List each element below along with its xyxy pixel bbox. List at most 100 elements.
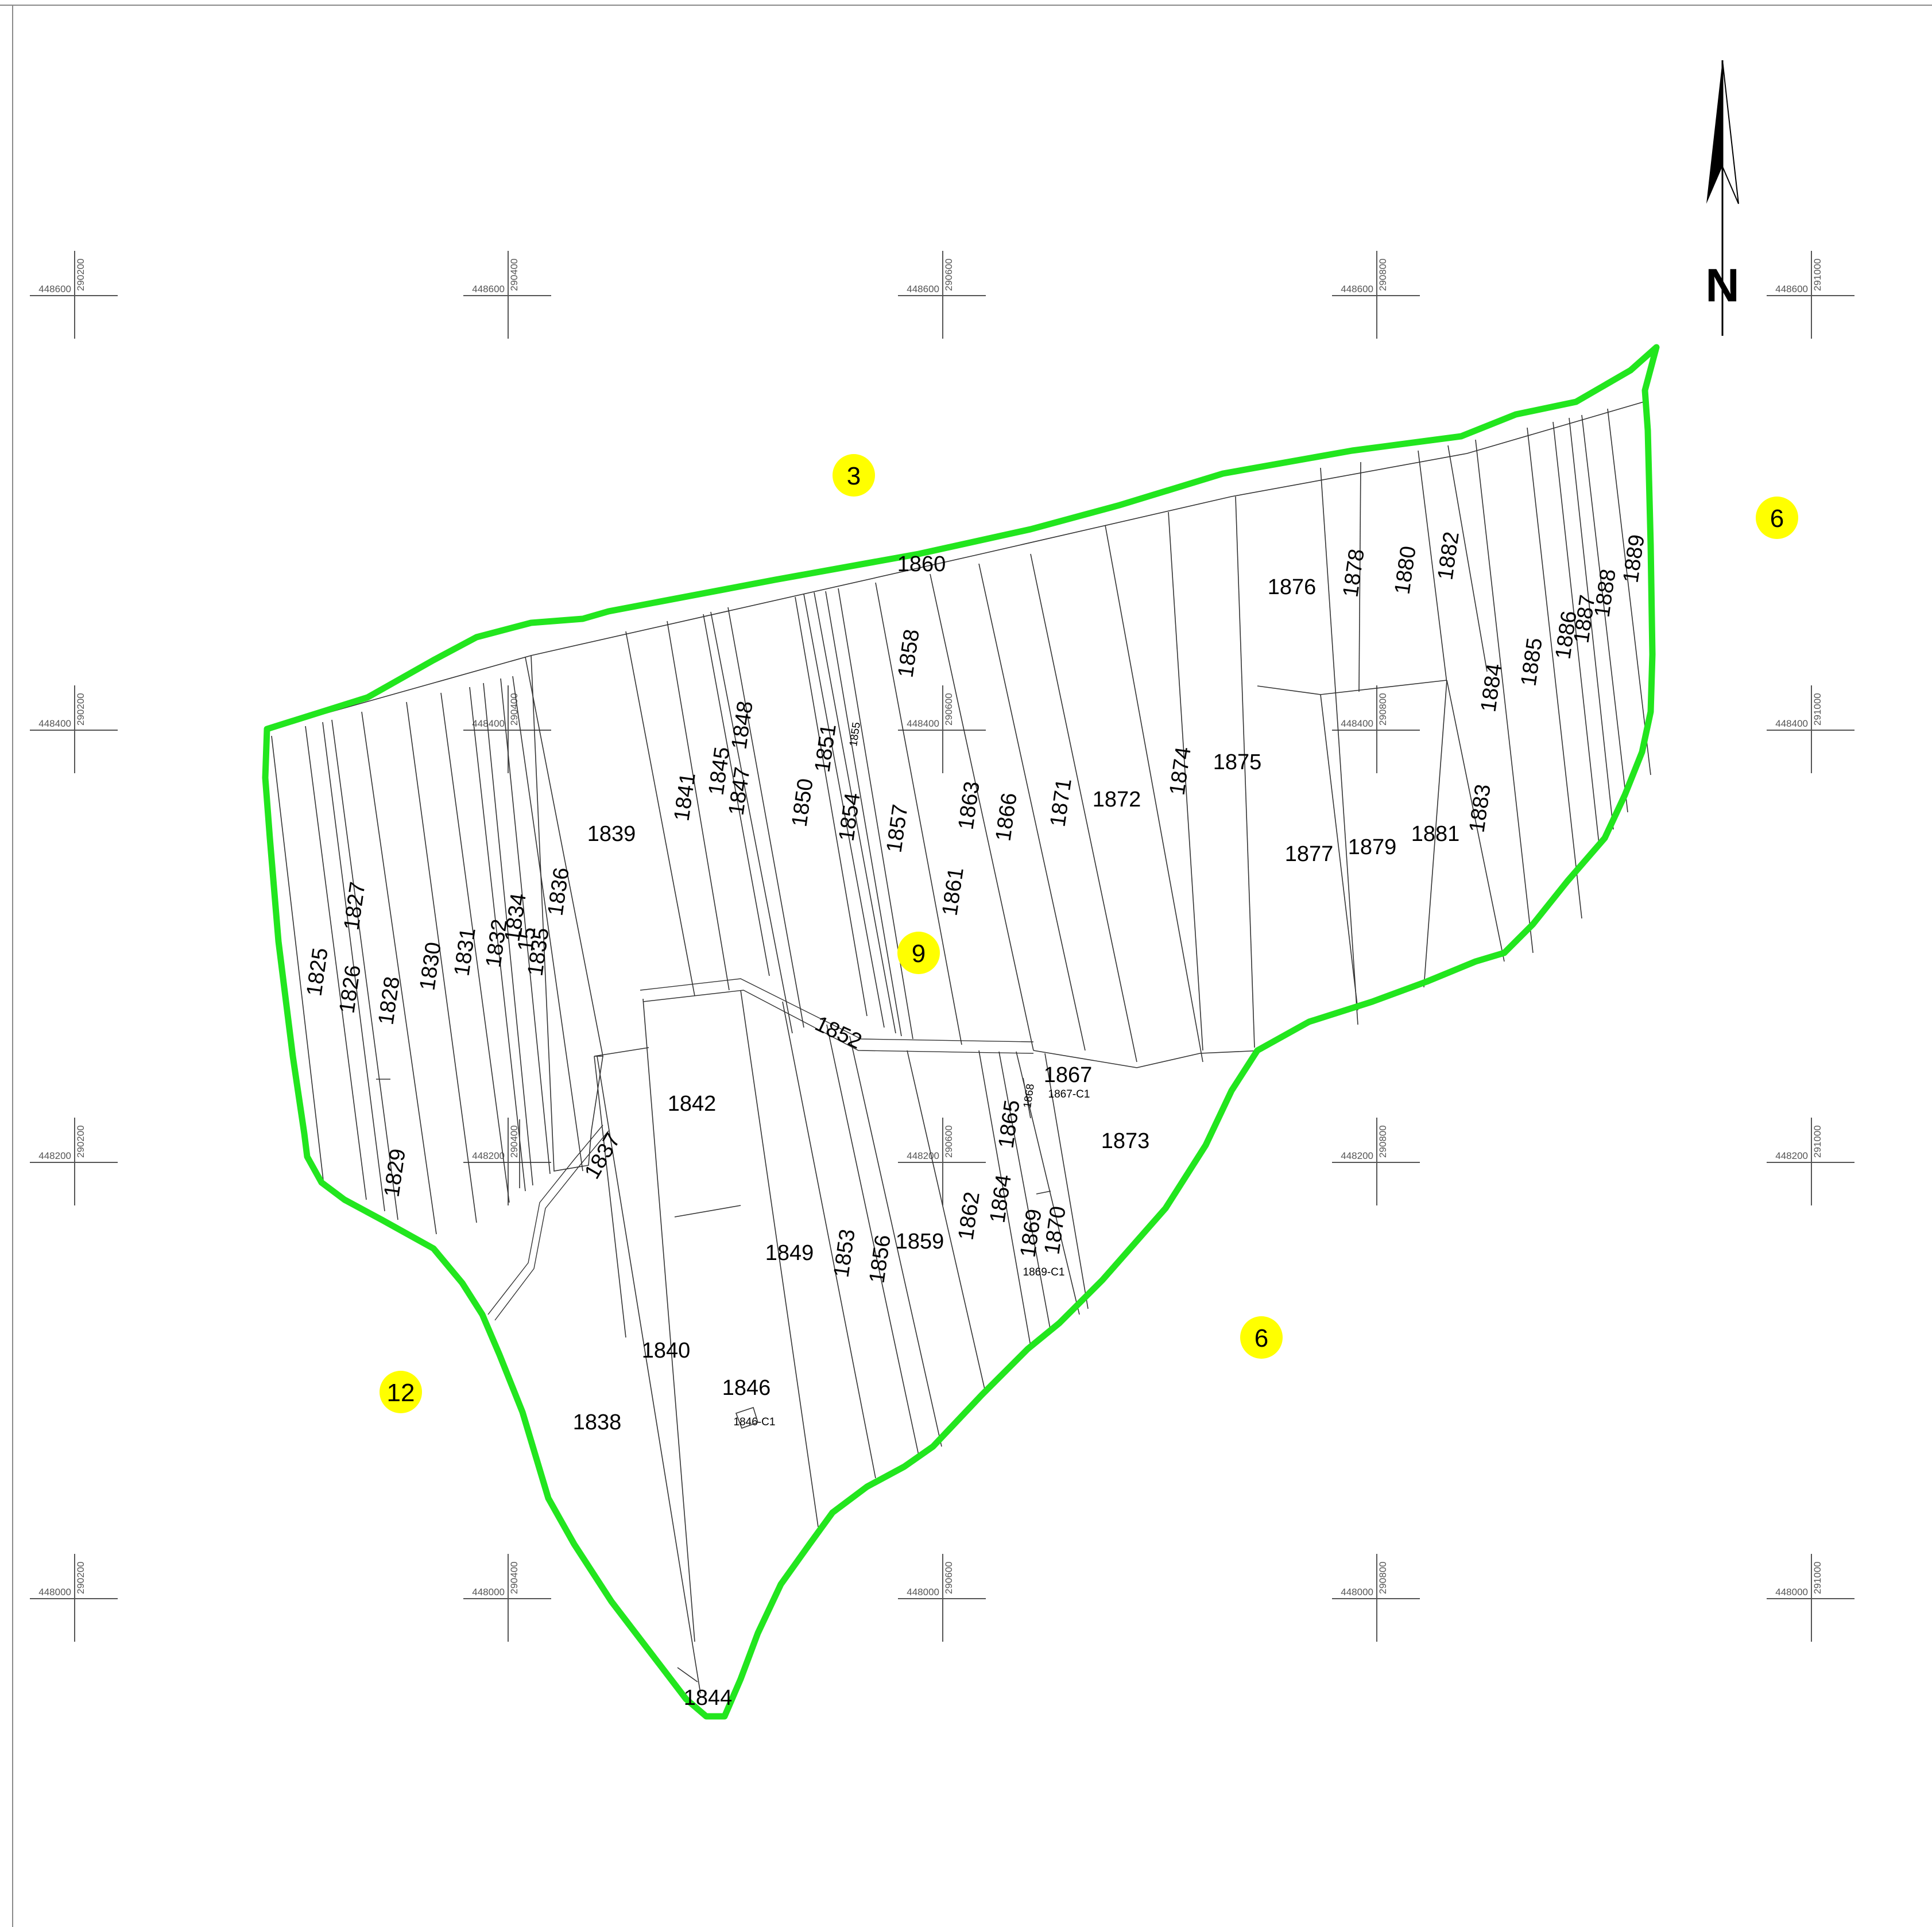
parcel-label: 1863 (954, 780, 984, 832)
grid-y-label: 448600 (472, 284, 505, 294)
sub-parcel-label: 1846-C1 (734, 1416, 776, 1428)
coordinate-grid: 448600 290200 448600 290400 448600 290600 4486… (30, 251, 1854, 1642)
parcel-boundary (406, 701, 477, 1223)
sector-label: 3 (847, 462, 861, 490)
parcel-label: 1871 (1046, 777, 1076, 829)
road-southwest (494, 1130, 609, 1321)
parcel-label: 1881 (1411, 822, 1460, 846)
sector-markers: 3 6 9 12 6 (380, 454, 1798, 1413)
grid-x-label: 290600 (943, 1125, 954, 1158)
parcel-label: 1829 (380, 1147, 410, 1199)
parcel-label: 1872 (1093, 788, 1141, 812)
parcel-group-boundary (262, 344, 1660, 1720)
sub-parcel-label: 1869-C1 (1023, 1266, 1065, 1278)
parcel-boundary (727, 607, 804, 1028)
grid-y-label: 448600 (38, 284, 71, 294)
grid-x-label: 291000 (1812, 258, 1823, 291)
grid-x-label: 290200 (75, 693, 86, 726)
parcel-boundary (978, 1050, 1031, 1347)
parcel-boundary (625, 631, 695, 997)
parcel-boundary (849, 1036, 942, 1447)
parcel-boundary (1030, 553, 1137, 1063)
parcel-boundary (826, 1024, 919, 1456)
parcel-label: 1877 (1285, 842, 1334, 866)
grid-y-label: 448400 (38, 718, 71, 729)
grid-x-label: 290400 (509, 1125, 520, 1158)
parcel-boundary (1446, 680, 1505, 962)
parcel-label: 1879 (1348, 835, 1397, 859)
parcel-boundary (361, 711, 437, 1235)
parcel-label: 1856 (865, 1234, 895, 1285)
parcel-label: 1839 (587, 822, 636, 846)
grid-x-label: 290200 (75, 1561, 86, 1594)
parcel-label: 1858 (893, 628, 924, 680)
parcel-boundary (1358, 462, 1361, 692)
grid-y-label: 448600 (1775, 284, 1808, 294)
sector-marker (1240, 1316, 1283, 1359)
parcel-boundary (875, 582, 962, 1045)
sub-parcel-label: 1867-C1 (1048, 1088, 1090, 1100)
parcel-label: 1825 (302, 947, 332, 998)
parcel-label: 1884 (1476, 662, 1507, 714)
grid-y-label: 448200 (472, 1150, 505, 1161)
parcel-label: 1848 (727, 700, 757, 751)
parcel-boundary (677, 1667, 698, 1682)
parcel-label: 1873 (1101, 1129, 1150, 1153)
parcel-boundary (525, 657, 649, 1057)
parcel-label: 1851 (810, 723, 841, 774)
parcel-label: 1865 (994, 1099, 1024, 1150)
parcel-label: 1854 (834, 792, 865, 843)
grid-x-label: 290800 (1377, 258, 1388, 291)
parcel-boundary (1320, 694, 1358, 1011)
parcel-boundary (803, 594, 885, 1028)
grid-y-label: 448000 (1775, 1587, 1808, 1598)
parcel-label: 1888 (1590, 568, 1620, 619)
parcel-boundary (1527, 427, 1582, 919)
parcel-boundary (1105, 525, 1203, 1063)
parcel-boundary (500, 678, 551, 1174)
grid-x-label: 291000 (1812, 1125, 1823, 1158)
grid-x-label: 290600 (943, 258, 954, 291)
parcel-boundary (1447, 445, 1488, 672)
parcel-label: 1874 (1165, 746, 1195, 797)
parcel-boundary (1136, 1050, 1264, 1068)
road-1852 (642, 990, 1034, 1054)
grid-y-label: 448600 (907, 284, 939, 294)
parcel-boundary (998, 1051, 1051, 1332)
parcel-label: 1861 (938, 866, 968, 918)
parcel-label: 1849 (765, 1241, 814, 1265)
grid-x-label: 290600 (943, 693, 954, 726)
parcel-label: 1828 (374, 975, 404, 1027)
sector-marker (897, 932, 940, 974)
grid-x-label: 290800 (1377, 1125, 1388, 1158)
parcel-label: 1827 (339, 881, 370, 932)
parcel-boundary (930, 573, 1034, 1051)
parcel-boundary (907, 1050, 985, 1390)
grid-x-label: 290200 (75, 258, 86, 291)
grid-y-label: 448400 (1341, 718, 1373, 729)
parcel-boundary (740, 990, 819, 1527)
parcel-label: 15 (513, 925, 540, 953)
grid-x-label: 291000 (1812, 693, 1823, 726)
parcel-boundary (440, 692, 510, 1203)
grid-y-label: 448200 (907, 1150, 939, 1161)
parcel-boundary (703, 614, 770, 976)
parcel-boundary (642, 998, 695, 1642)
parcel-boundary (814, 592, 896, 1034)
parcel-boundary (271, 735, 324, 1181)
parcel-label: 1866 (991, 792, 1021, 843)
parcel-boundary (597, 1056, 701, 1694)
parcel-boundary (531, 655, 603, 1172)
grid-x-label: 290400 (509, 693, 520, 726)
parcel-boundary (674, 1205, 741, 1218)
parcel-label: 1867 (1044, 1063, 1093, 1087)
parcel-label: 1857 (882, 803, 912, 855)
parcel-lines (265, 400, 1651, 1694)
grid-y-label: 448400 (472, 718, 505, 729)
parcel-label: 1855 (847, 722, 863, 747)
grid-y-label: 448000 (907, 1587, 939, 1598)
parcel-boundary (782, 1001, 876, 1479)
parcel-boundary (1044, 1053, 1089, 1309)
grid-x-label: 290600 (943, 1561, 954, 1594)
